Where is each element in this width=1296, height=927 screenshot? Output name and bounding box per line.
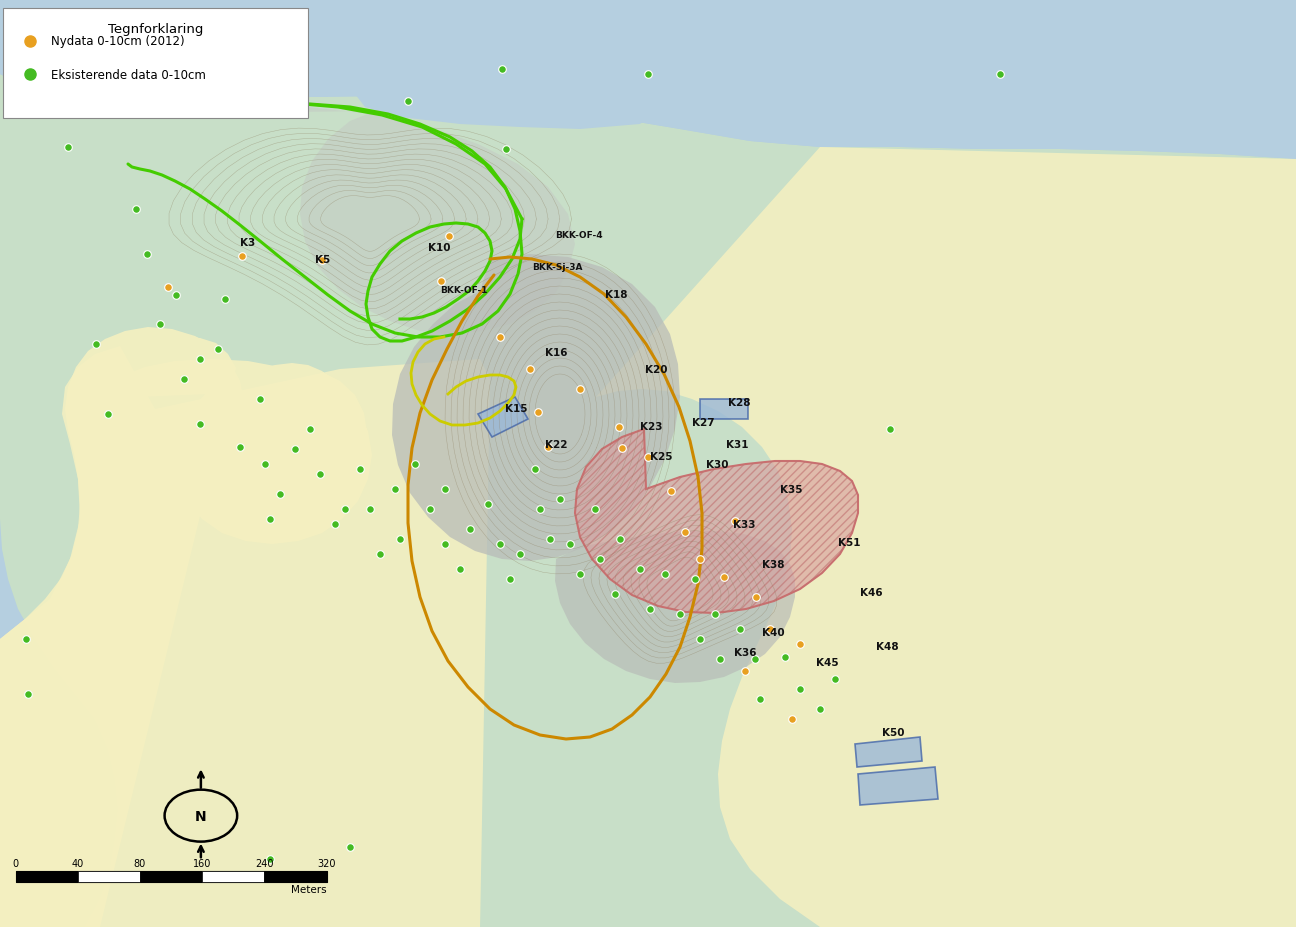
Polygon shape bbox=[478, 398, 527, 438]
Text: K23: K23 bbox=[640, 422, 662, 432]
Polygon shape bbox=[596, 147, 1296, 927]
Text: K27: K27 bbox=[692, 417, 714, 427]
Text: K3: K3 bbox=[240, 237, 255, 248]
Polygon shape bbox=[0, 75, 118, 927]
Polygon shape bbox=[575, 429, 858, 614]
Polygon shape bbox=[0, 347, 490, 927]
Polygon shape bbox=[555, 531, 794, 683]
Polygon shape bbox=[858, 768, 938, 806]
Text: K33: K33 bbox=[734, 519, 756, 529]
Text: K38: K38 bbox=[762, 559, 784, 569]
Polygon shape bbox=[0, 327, 244, 927]
Polygon shape bbox=[89, 360, 372, 544]
Bar bbox=[264, 871, 327, 883]
Text: BKK-OF-4: BKK-OF-4 bbox=[555, 231, 603, 240]
Polygon shape bbox=[0, 0, 1296, 159]
Text: 80: 80 bbox=[133, 857, 146, 868]
FancyBboxPatch shape bbox=[3, 9, 308, 119]
Text: K48: K48 bbox=[876, 641, 898, 652]
Bar bbox=[16, 871, 78, 883]
Text: 320: 320 bbox=[318, 857, 336, 868]
Text: K15: K15 bbox=[505, 403, 527, 413]
Text: N: N bbox=[196, 808, 206, 823]
Bar bbox=[78, 871, 140, 883]
Text: Meters: Meters bbox=[292, 884, 327, 895]
Text: K36: K36 bbox=[734, 647, 757, 657]
Text: BKK-Sj-3A: BKK-Sj-3A bbox=[531, 262, 582, 272]
Text: K30: K30 bbox=[706, 460, 728, 469]
Text: K22: K22 bbox=[546, 439, 568, 450]
Text: K28: K28 bbox=[728, 398, 750, 408]
Text: K16: K16 bbox=[546, 348, 568, 358]
Polygon shape bbox=[391, 255, 680, 562]
Bar bbox=[140, 871, 202, 883]
Text: BKK-OF-1: BKK-OF-1 bbox=[441, 286, 487, 295]
Text: K18: K18 bbox=[605, 289, 627, 299]
Text: 240: 240 bbox=[255, 857, 273, 868]
Polygon shape bbox=[700, 400, 748, 420]
Text: 160: 160 bbox=[193, 857, 211, 868]
Text: 0: 0 bbox=[13, 857, 18, 868]
Text: K51: K51 bbox=[839, 538, 861, 548]
Text: Tegnforklaring: Tegnforklaring bbox=[108, 23, 203, 36]
Bar bbox=[16, 871, 327, 883]
Text: K25: K25 bbox=[651, 451, 673, 462]
Text: Nydata 0-10cm (2012): Nydata 0-10cm (2012) bbox=[51, 35, 184, 48]
Text: 40: 40 bbox=[71, 857, 84, 868]
Text: K50: K50 bbox=[883, 727, 905, 737]
Text: K45: K45 bbox=[816, 657, 839, 667]
Bar bbox=[202, 871, 264, 883]
Polygon shape bbox=[355, 62, 660, 130]
Text: Eksisterende data 0-10cm: Eksisterende data 0-10cm bbox=[51, 69, 206, 82]
Text: K40: K40 bbox=[762, 628, 784, 638]
Text: K31: K31 bbox=[726, 439, 749, 450]
Polygon shape bbox=[128, 105, 575, 335]
Text: K35: K35 bbox=[780, 485, 802, 494]
Polygon shape bbox=[855, 737, 921, 768]
Text: K46: K46 bbox=[861, 588, 883, 597]
Text: K10: K10 bbox=[428, 243, 451, 253]
Text: K20: K20 bbox=[645, 364, 667, 375]
Text: K5: K5 bbox=[315, 255, 330, 265]
Polygon shape bbox=[0, 75, 1296, 927]
